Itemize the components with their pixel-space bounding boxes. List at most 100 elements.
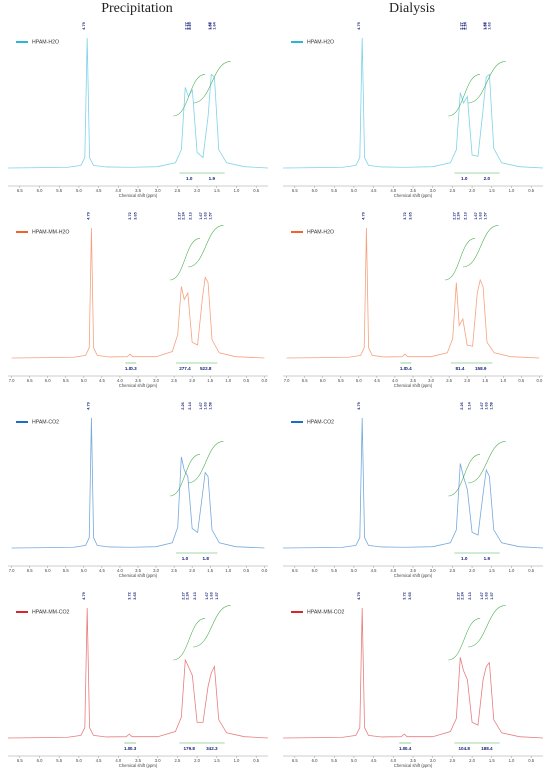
peak-label: 3.65 — [409, 212, 413, 219]
integral-curve — [468, 605, 506, 648]
integral-curve — [448, 454, 481, 497]
peak-label: 1.67 — [199, 212, 203, 219]
spectrum-line — [282, 607, 544, 739]
x-tick-label: 3.0 — [155, 758, 161, 763]
x-tick-label: 4.0 — [117, 568, 123, 573]
x-tick-label: 4.0 — [117, 378, 123, 383]
integral-label: 1.9 — [484, 556, 491, 561]
peak-label: 2.25 — [188, 22, 192, 29]
x-tick-label: 6.0 — [45, 378, 51, 383]
x-tick-label: 3.5 — [135, 758, 141, 763]
peak-label: 3.65 — [133, 592, 137, 599]
panel: 6.5 6.0 5.5 5.0 4.5 4.0 3.5 3.0 2.5 2.0 1.5 1.0 0.5 C… — [282, 21, 544, 198]
x-tick-label: 6.0 — [312, 758, 318, 763]
legend-label: HPAM-MM-H2O — [32, 229, 69, 235]
x-tick-label: 2.0 — [469, 758, 475, 763]
integral-curve — [193, 605, 231, 648]
x-tick-label: 0.5 — [243, 378, 249, 383]
peak-label: 4.79 — [86, 402, 90, 409]
peak-label: 3.72 — [402, 592, 406, 599]
integral-label: 1.8 — [203, 556, 210, 561]
x-tick-label: 6.5 — [17, 188, 23, 193]
integral-curve — [169, 454, 201, 497]
peak-label: 2.27 — [181, 592, 185, 599]
integral-label: 1.0 — [124, 746, 131, 751]
peak-label: 4.79 — [357, 592, 361, 599]
x-tick-label: 7.0 — [284, 378, 290, 383]
x-tick-label: 4.0 — [390, 188, 396, 193]
peak-label: 2.24 — [461, 591, 465, 599]
x-tick-label: 0.5 — [528, 568, 534, 573]
column-title: Dialysis — [389, 1, 435, 16]
x-tick-label: 5.0 — [351, 568, 357, 573]
x-tick-label: 3.0 — [428, 378, 434, 383]
x-tick-label: 2.5 — [449, 758, 455, 763]
peak-label: 1.58 — [484, 22, 488, 29]
x-tick-label: 1.5 — [207, 568, 213, 573]
x-tick-label: 2.0 — [464, 378, 470, 383]
peak-label: 1.58 — [208, 402, 212, 409]
spectrum-line — [286, 227, 540, 359]
x-tick-label: 4.0 — [390, 568, 396, 573]
x-axis-title: Chemical shift (ppm) — [119, 763, 158, 768]
peak-label: 1.63 — [204, 212, 208, 219]
peak-label: 3.65 — [134, 212, 138, 219]
x-tick-label: 5.5 — [331, 188, 337, 193]
peak-label: 1.63 — [488, 22, 492, 29]
x-tick-label: 4.5 — [99, 568, 105, 573]
x-tick-label: 0.0 — [536, 378, 542, 383]
panel: 6.5 6.0 5.5 5.0 4.5 4.0 3.5 3.0 2.5 2.0 1.5 1.0 0.5 C… — [282, 591, 544, 768]
x-tick-label: 4.0 — [392, 378, 398, 383]
peak-label: 4.79 — [357, 402, 361, 409]
integral-curve — [173, 618, 206, 661]
integral-label: 179.8 — [183, 746, 195, 751]
x-tick-label: 5.0 — [81, 378, 87, 383]
integral-curve — [448, 618, 481, 661]
peak-label: 1.57 — [490, 592, 494, 599]
x-tick-label: 3.0 — [430, 568, 436, 573]
integral-label: 1.0 — [400, 366, 407, 371]
spectrum-line — [282, 37, 544, 169]
peak-label: 1.63 — [204, 402, 208, 409]
x-tick-label: 6.5 — [27, 568, 33, 573]
peak-label: 2.14 — [187, 21, 191, 29]
panel: 6.5 6.0 5.5 5.0 4.5 4.0 3.5 3.0 2.5 2.0 1.5 1.0 0.5 C… — [7, 21, 269, 198]
x-tick-label: 6.0 — [320, 378, 326, 383]
x-tick-label: 6.5 — [292, 568, 298, 573]
x-tick-label: 1.0 — [509, 568, 515, 573]
peak-label: 4.79 — [361, 212, 365, 219]
panel: 6.5 6.0 5.5 5.0 4.5 4.0 3.5 3.0 2.5 2.0 1.5 1.0 0.5 C… — [282, 401, 544, 578]
peak-label: 2.14 — [188, 401, 192, 409]
x-tick-label: 0.5 — [253, 758, 259, 763]
integral-label: 81.4 — [455, 366, 464, 371]
x-tick-label: 2.5 — [171, 378, 177, 383]
x-tick-label: 6.5 — [17, 758, 23, 763]
x-tick-label: 7.0 — [9, 568, 15, 573]
x-tick-label: 0.5 — [528, 758, 534, 763]
peak-label: 4.79 — [357, 22, 361, 29]
peak-label: 1.63 — [479, 212, 483, 219]
legend-label: HPAM-H2O — [307, 39, 334, 45]
integral-label: 0.3 — [130, 746, 137, 751]
x-tick-label: 3.5 — [410, 188, 416, 193]
peak-label: 2.27 — [456, 592, 460, 599]
integral-label: 0.3 — [130, 366, 137, 371]
x-tick-label: 1.5 — [489, 568, 495, 573]
legend-label: HPAM-H2O — [32, 39, 59, 45]
x-axis-title: Chemical shift (ppm) — [394, 573, 433, 578]
peak-label: 4.79 — [82, 592, 86, 599]
peak-label: 2.13 — [193, 592, 197, 599]
x-tick-label: 2.5 — [171, 568, 177, 573]
x-tick-label: 2.0 — [194, 758, 200, 763]
x-tick-label: 5.5 — [56, 188, 62, 193]
peak-label: 1.67 — [474, 212, 478, 219]
x-tick-label: 6.0 — [37, 758, 43, 763]
x-tick-label: 5.0 — [351, 188, 357, 193]
x-tick-label: 1.5 — [207, 378, 213, 383]
x-tick-label: 2.0 — [469, 568, 475, 573]
x-tick-label: 4.5 — [99, 378, 105, 383]
x-tick-label: 2.0 — [469, 188, 475, 193]
x-tick-label: 2.5 — [174, 758, 180, 763]
x-tick-label: 3.0 — [153, 378, 159, 383]
